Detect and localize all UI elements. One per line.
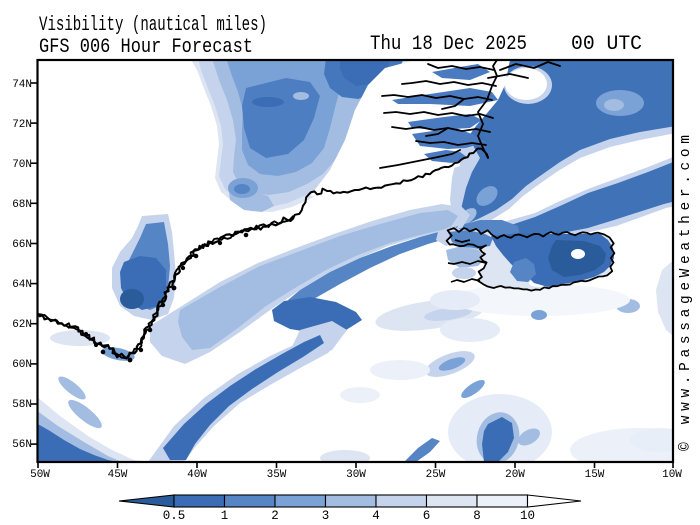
svg-text:66N: 66N	[12, 239, 32, 251]
svg-text:20W: 20W	[505, 469, 525, 481]
svg-text:GFS 006 Hour Forecast: GFS 006 Hour Forecast	[39, 36, 253, 59]
svg-text:00 UTC: 00 UTC	[571, 33, 642, 56]
svg-text:40W: 40W	[187, 469, 207, 481]
svg-text:68N: 68N	[12, 199, 32, 211]
svg-text:© www.PassageWeather.com: © www.PassageWeather.com	[678, 135, 694, 451]
svg-text:10W: 10W	[662, 469, 682, 481]
svg-text:15W: 15W	[585, 469, 605, 481]
svg-text:0.5: 0.5	[163, 509, 186, 523]
svg-text:74N: 74N	[12, 79, 32, 91]
svg-text:72N: 72N	[12, 119, 32, 131]
svg-text:2: 2	[271, 509, 279, 523]
svg-text:45W: 45W	[108, 469, 128, 481]
svg-text:64N: 64N	[12, 279, 32, 291]
svg-text:50W: 50W	[30, 469, 50, 481]
svg-text:35W: 35W	[267, 469, 287, 481]
svg-text:8: 8	[473, 509, 481, 523]
svg-text:Visibility (nautical miles): Visibility (nautical miles)	[39, 14, 267, 37]
svg-text:60N: 60N	[12, 359, 32, 371]
svg-text:70N: 70N	[12, 159, 32, 171]
svg-text:3: 3	[322, 509, 330, 523]
svg-text:62N: 62N	[12, 319, 32, 331]
svg-text:56N: 56N	[12, 439, 32, 451]
svg-text:1: 1	[221, 509, 229, 523]
svg-text:30W: 30W	[346, 469, 366, 481]
svg-text:58N: 58N	[12, 399, 32, 411]
svg-text:6: 6	[423, 509, 431, 523]
svg-text:10: 10	[520, 509, 535, 523]
svg-text:25W: 25W	[426, 469, 446, 481]
svg-text:Thu 18 Dec 2025: Thu 18 Dec 2025	[370, 33, 527, 56]
svg-text:4: 4	[372, 509, 380, 523]
